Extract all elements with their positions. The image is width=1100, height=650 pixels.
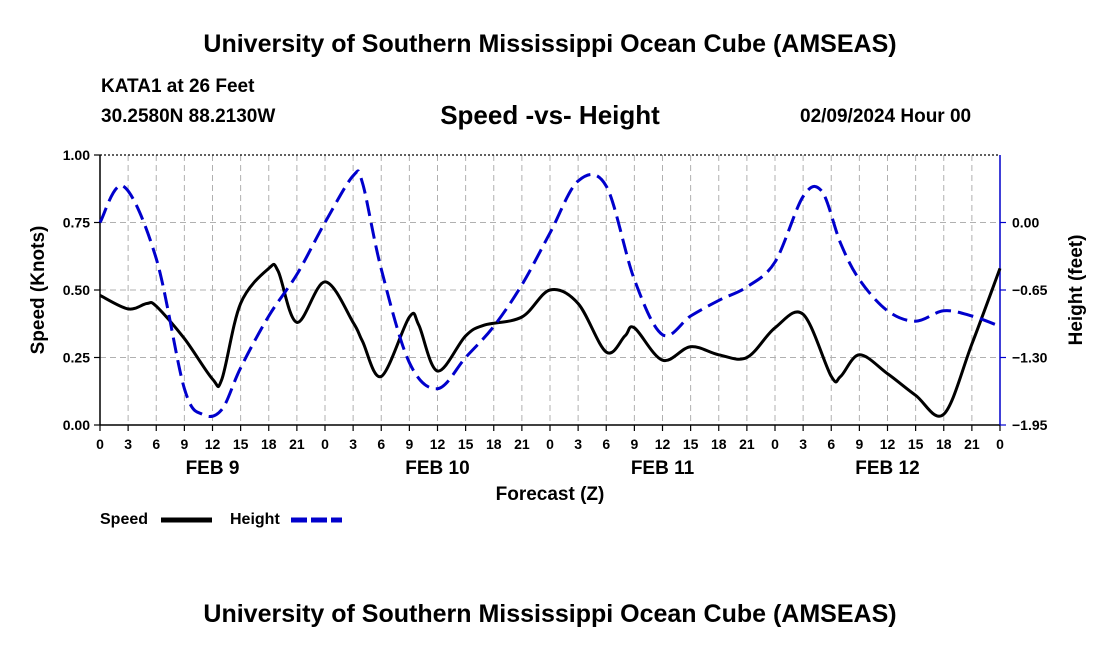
speed-series-line [99, 262, 1002, 418]
station-label: KATA1 at 26 Feet [101, 76, 255, 97]
y2-tick-label: −1.95 [1012, 417, 1048, 433]
y-tick-label: 0.50 [63, 282, 90, 298]
x-tick-label: 6 [602, 436, 610, 452]
x-tick-label: 3 [124, 436, 132, 452]
x-tick-label: 15 [458, 436, 474, 452]
x-tick-label: 3 [574, 436, 582, 452]
x-tick-label: 6 [827, 436, 835, 452]
x-tick-label: 18 [486, 436, 502, 452]
x-tick-label: 3 [799, 436, 807, 452]
x-tick-label: 12 [205, 436, 221, 452]
x-tick-label: 6 [377, 436, 385, 452]
x-tick-label: 21 [289, 436, 305, 452]
x-tick-label: 9 [180, 436, 188, 452]
day-label: FEB 10 [405, 458, 469, 479]
y-tick-label: 0.00 [63, 417, 90, 433]
y2-tick-label: −1.30 [1012, 350, 1048, 366]
x-tick-label: 9 [630, 436, 638, 452]
y2-axis-title: Height (feet) [1066, 235, 1087, 346]
x-tick-label: 15 [233, 436, 249, 452]
day-label: FEB 11 [631, 458, 695, 479]
top-title: University of Southern Mississippi Ocean… [203, 30, 897, 58]
y2-tick-label: −0.65 [1012, 282, 1048, 298]
day-label: FEB 9 [186, 458, 240, 479]
x-tick-label: 3 [349, 436, 357, 452]
date-label: 02/09/2024 Hour 00 [800, 106, 972, 127]
x-tick-label: 15 [683, 436, 699, 452]
x-tick-label: 21 [514, 436, 530, 452]
x-tick-label: 18 [711, 436, 727, 452]
coords-label: 30.2580N 88.2130W [101, 106, 276, 127]
x-tick-label: 9 [405, 436, 413, 452]
x-tick-label: 12 [880, 436, 896, 452]
chart-title: Speed -vs- Height [440, 100, 660, 130]
x-tick-label: 18 [936, 436, 952, 452]
bottom-title: University of Southern Mississippi Ocean… [203, 600, 897, 628]
x-tick-label: 12 [430, 436, 446, 452]
x-axis-title: Forecast (Z) [496, 484, 605, 505]
legend-speed-label: Speed [100, 511, 148, 528]
x-tick-label: 12 [655, 436, 671, 452]
x-tick-label: 21 [964, 436, 980, 452]
x-tick-label: 0 [96, 436, 104, 452]
height-series-line [98, 169, 1001, 419]
y-tick-label: 0.25 [63, 350, 90, 366]
legend-height-label: Height [230, 511, 280, 528]
x-tick-label: 21 [739, 436, 755, 452]
x-tick-label: 15 [908, 436, 924, 452]
y-tick-label: 0.75 [63, 215, 90, 231]
x-tick-label: 18 [261, 436, 277, 452]
x-tick-label: 0 [996, 436, 1004, 452]
x-tick-label: 0 [771, 436, 779, 452]
x-tick-label: 0 [321, 436, 329, 452]
x-tick-label: 6 [152, 436, 160, 452]
x-tick-label: 9 [855, 436, 863, 452]
x-tick-label: 0 [546, 436, 554, 452]
y2-tick-label: 0.00 [1012, 215, 1039, 231]
y-tick-label: 1.00 [63, 147, 90, 163]
day-label: FEB 12 [855, 458, 919, 479]
y-axis-title: Speed (Knots) [28, 226, 49, 355]
